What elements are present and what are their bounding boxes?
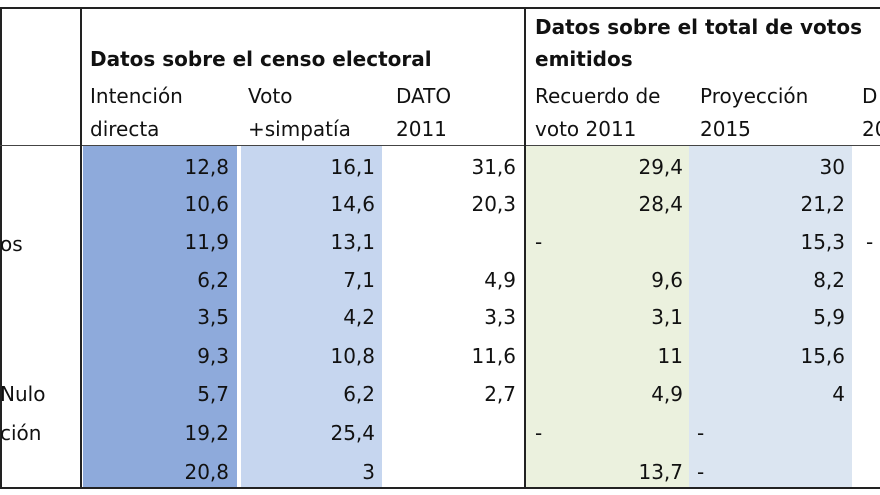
col-header-proyeccion-l2: 2015	[700, 117, 751, 141]
cell-int: 9,3	[197, 344, 229, 368]
col-header-voto-l1: Voto	[248, 84, 293, 108]
cell-dato: 4,9	[484, 268, 516, 292]
cell-proy: 15,6	[800, 344, 845, 368]
table-border-top	[0, 7, 880, 9]
column-divider-1	[80, 7, 82, 489]
column-bg-voto	[241, 146, 382, 487]
column-bg-intencion	[83, 146, 237, 487]
cell-proy: -	[697, 421, 705, 445]
cell-voto: 10,8	[330, 344, 375, 368]
cell-int: 10,6	[184, 192, 229, 216]
cell-int: 19,2	[184, 421, 229, 445]
cell-voto: 16,1	[330, 155, 375, 179]
cell-int: 3,5	[197, 305, 229, 329]
header-divider	[0, 145, 880, 146]
row-label-partial-8: ción	[0, 421, 42, 445]
cell-rec: 13,7	[638, 460, 683, 484]
cell-dato: 20,3	[471, 192, 516, 216]
cell-rec: 9,6	[651, 268, 683, 292]
cell-proy: 8,2	[813, 268, 845, 292]
cell-int: 5,7	[197, 382, 229, 406]
cell-dato: 3,3	[484, 305, 516, 329]
group-header-censo: Datos sobre el censo electoral	[90, 47, 432, 71]
col-header-proyeccion-l1: Proyección	[700, 84, 809, 108]
cell-voto: 25,4	[330, 421, 375, 445]
cell-rec: 28,4	[638, 192, 683, 216]
cell-voto: 13,1	[330, 230, 375, 254]
column-divider-2	[524, 7, 526, 489]
col-header-voto-l2: +simpatía	[248, 117, 351, 141]
cell-voto: 6,2	[343, 382, 375, 406]
cell-proy: 30	[819, 155, 845, 179]
cell-dato: 31,6	[471, 155, 516, 179]
group-header-votos-line1: Datos sobre el total de votos	[535, 15, 863, 39]
cell-proy: 5,9	[813, 305, 845, 329]
cell-rec: -	[535, 421, 543, 445]
cell-voto: 3	[362, 460, 375, 484]
cell-dato: 2,7	[484, 382, 516, 406]
cell-rec: 29,4	[638, 155, 683, 179]
col-header-recuerdo-l2: voto 2011	[535, 117, 637, 141]
cell-rec: -	[535, 230, 543, 254]
col-header-intencion-l2: directa	[90, 117, 160, 141]
cell-proy: -	[697, 460, 705, 484]
cell-proy: 15,3	[800, 230, 845, 254]
cell-rec: 11	[657, 344, 683, 368]
column-bg-proyeccion	[689, 146, 852, 487]
cell-proy: 4	[832, 382, 845, 406]
cell-int: 11,9	[184, 230, 229, 254]
cell-voto: 7,1	[343, 268, 375, 292]
row-label-partial-3: os	[0, 232, 23, 256]
table-border-bottom	[0, 487, 880, 489]
cell-proy: 21,2	[800, 192, 845, 216]
cell-int: 20,8	[184, 460, 229, 484]
col-header-dato-l1: DATO	[396, 84, 452, 108]
col-header-intencion-l1: Intención	[90, 84, 183, 108]
col-header-dato-l2: 2011	[396, 117, 447, 141]
col-header-last-l2: 20	[862, 117, 880, 141]
cell-voto: 4,2	[343, 305, 375, 329]
col-header-recuerdo-l1: Recuerdo de	[535, 84, 661, 108]
col-header-last-l1: D	[862, 84, 878, 108]
cell-int: 12,8	[184, 155, 229, 179]
row-label-partial-7: Nulo	[0, 382, 46, 406]
table-border-left	[0, 7, 2, 489]
group-header-votos-line2: emitidos	[535, 47, 633, 71]
cell-rec: 3,1	[651, 305, 683, 329]
cell-voto: 14,6	[330, 192, 375, 216]
cell-rec: 4,9	[651, 382, 683, 406]
column-bg-recuerdo	[526, 146, 689, 487]
cell-int: 6,2	[197, 268, 229, 292]
cell-dato: 11,6	[471, 344, 516, 368]
cell-last: -	[866, 230, 874, 254]
